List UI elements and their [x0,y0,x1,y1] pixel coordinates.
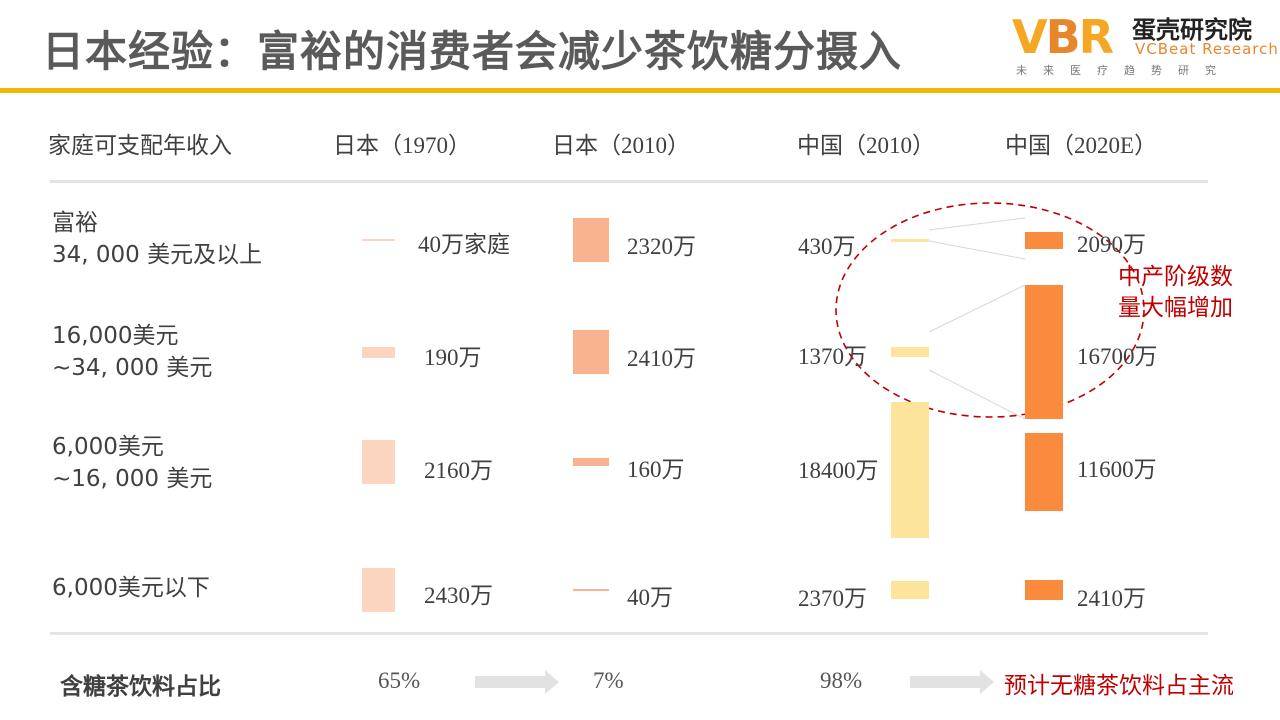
column-header-cn-2020e: 中国（2020E） [1005,133,1158,159]
connector-line [928,284,1026,333]
connector-line [928,240,1026,260]
brand-name-cn: 蛋壳研究院 [1132,16,1252,44]
value-label-cn2010-low: 2370万 [798,586,867,611]
bar-jp2010-upper-middle [573,330,609,374]
bar-cn2020e-upper-middle [1025,285,1063,419]
bar-jp1970-middle [362,440,395,484]
value-label-cn2020e-middle: 11600万 [1077,457,1157,482]
column-header-jp-1970: 日本（1970） [333,133,471,159]
sugar-share-forecast: 预计无糖茶饮料占主流 [1004,673,1234,699]
value-label-cn2020e-affluent: 2090万 [1077,232,1146,257]
value-label-jp1970-affluent: 40万家庭 [418,232,510,257]
value-label-jp1970-middle: 2160万 [424,458,493,483]
arrow-right-icon [910,670,994,694]
highlight-ellipse [835,202,1145,418]
title-divider [0,88,1280,93]
bar-jp2010-affluent [573,218,609,262]
bar-jp1970-upper-middle [362,347,395,358]
sugar-share-label: 含糖茶饮料占比 [60,674,221,700]
connector-line [928,369,1026,420]
bar-cn2010-upper-middle [891,347,929,357]
value-label-jp1970-upper-middle: 190万 [424,345,482,370]
value-label-cn2020e-low: 2410万 [1077,586,1146,611]
brand-name-en: VCBeat Research [1135,40,1279,58]
value-label-cn2010-upper-middle: 1370万 [798,344,867,369]
value-label-jp2010-affluent: 2320万 [627,234,696,259]
bar-cn2010-middle [891,402,929,538]
bar-jp1970-low [362,568,395,612]
bar-jp2010-middle [573,458,609,466]
row-label-middle: 6,000美元 ~16, 000 美元 [52,434,213,492]
value-label-cn2010-middle: 18400万 [798,458,879,483]
row-label-affluent: 富裕 34, 000 美元及以上 [52,210,263,268]
value-label-cn2010-affluent: 430万 [798,234,856,259]
bar-cn2010-affluent [891,239,929,242]
brand-tagline: 未来医疗趋势研究 [1016,64,1232,77]
column-header-jp-2010: 日本（2010） [552,133,690,159]
page-title: 日本经验：富裕的消费者会减少茶饮糖分摄入 [42,27,903,76]
value-label-cn2020e-upper-middle: 16700万 [1077,344,1158,369]
row-header: 家庭可支配年收入 [48,133,232,159]
bar-cn2010-low [891,581,929,599]
connector-line [928,217,1026,231]
bar-cn2020e-middle [1025,433,1063,511]
value-label-jp2010-upper-middle: 2410万 [627,346,696,371]
middle-class-annotation: 中产阶级数 量大幅增加 [1118,264,1233,321]
sugar-share-cn2010: 98% [820,668,863,693]
row-label-upper-middle: 16,000美元 ~34, 000 美元 [52,323,213,381]
column-header-cn-2010: 中国（2010） [797,133,935,159]
value-label-jp1970-low: 2430万 [424,583,493,608]
value-label-jp2010-middle: 160万 [627,457,685,482]
row-label-low: 6,000美元以下 [52,575,210,601]
sugar-share-jp1970: 65% [378,668,421,693]
sugar-share-jp2010: 7% [593,668,624,693]
header-divider [50,180,1208,183]
bar-cn2020e-low [1025,580,1063,600]
footer-divider [50,632,1208,635]
arrow-right-icon [475,670,559,694]
value-label-jp2010-low: 40万 [627,585,673,610]
bar-jp1970-affluent [362,239,395,241]
bar-cn2020e-affluent [1025,232,1063,249]
brand-logo-mark: VBR [1012,10,1114,64]
bar-jp2010-low [573,589,609,591]
